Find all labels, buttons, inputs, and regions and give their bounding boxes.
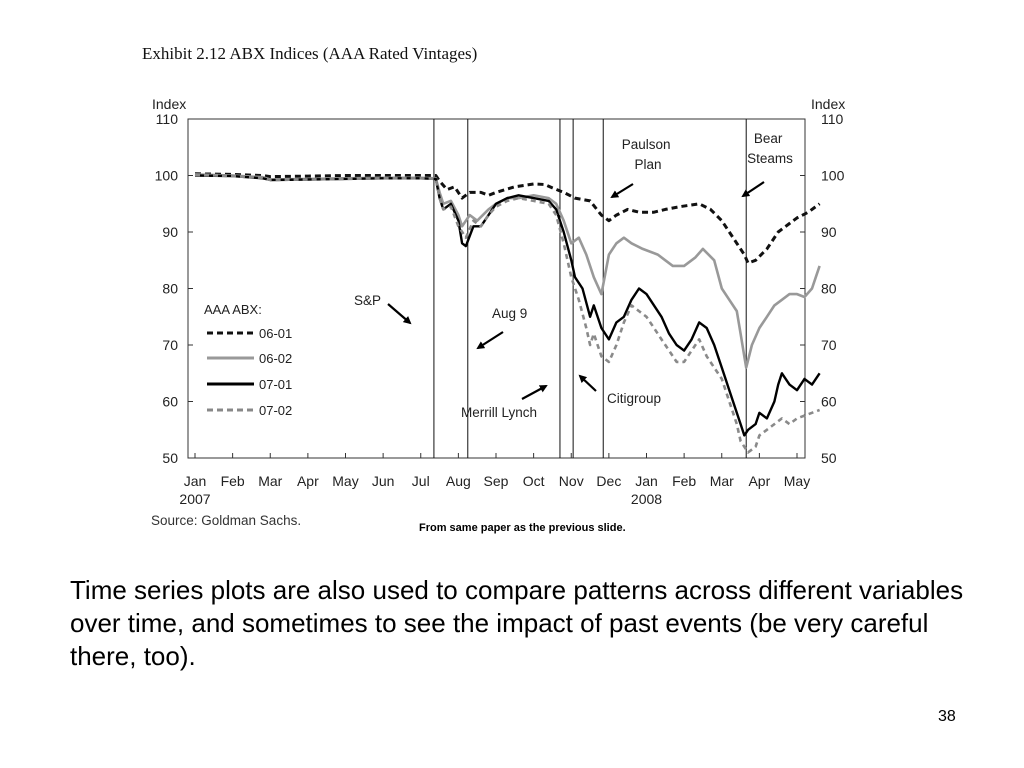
annotation-sp: S&P [354, 293, 381, 308]
right-tick-label: 50 [821, 450, 837, 466]
annotation-paulson-plan: Paulson Plan [622, 137, 675, 172]
x-tick-label: Feb [672, 473, 696, 489]
annotation-aug9: Aug 9 [492, 306, 527, 321]
left-tick-label: 110 [156, 111, 179, 127]
series-line-07-01 [194, 174, 821, 437]
arrow-merrill-lynch [521, 385, 548, 400]
left-tick-label: 80 [162, 281, 178, 297]
legend-title: AAA ABX: [204, 302, 262, 317]
right-tick-label: 70 [821, 337, 837, 353]
right-axis-label: Index [811, 96, 845, 112]
event-lines [433, 119, 747, 458]
x-axis-ticks: Jan 2007 Feb Mar Apr May Jun Jul Aug Sep Oct Nov Dec… [179, 453, 810, 507]
right-tick-label: 60 [821, 394, 837, 410]
annotation-merrill-lynch: Merrill Lynch [461, 405, 537, 420]
legend-label-07-02: 07-02 [259, 403, 292, 418]
x-tick-label: May [332, 473, 358, 489]
right-axis-ticks: 110 100 90 80 70 60 50 [800, 111, 845, 466]
right-tick-label: 100 [821, 168, 845, 184]
x-tick-label: Dec [596, 473, 621, 489]
right-tick-label: 110 [821, 111, 844, 127]
series-line-06-02 [194, 173, 821, 369]
arrow-bear-steams [741, 181, 765, 198]
annotation-bear-steams: Bear Steams [747, 131, 793, 166]
series-line-06-01 [194, 172, 821, 265]
x-tick-label: Sep [484, 473, 509, 489]
x-tick-label: Aug [446, 473, 471, 489]
right-tick-label: 80 [821, 281, 837, 297]
x-tick-label: May [784, 473, 810, 489]
left-tick-label: 90 [162, 224, 178, 240]
chart-source: Source: Goldman Sachs. [151, 513, 301, 528]
arrow-paulson-plan [610, 183, 634, 199]
series-lines [194, 172, 821, 454]
arrow-citigroup [578, 374, 597, 392]
x-tick-label: Mar [258, 473, 282, 489]
legend-label-06-01: 06-01 [259, 326, 292, 341]
right-tick-label: 90 [821, 224, 837, 240]
x-tick-label: Nov [559, 473, 584, 489]
x-tick-label: Apr [748, 473, 770, 489]
x-tick-label: Oct [523, 473, 545, 489]
x-tick-label: Jan [184, 473, 207, 489]
left-tick-label: 60 [162, 394, 178, 410]
slide-caption: From same paper as the previous slide. [419, 522, 626, 534]
legend-label-07-01: 07-01 [259, 377, 292, 392]
legend: AAA ABX: 06-01 06-02 07-01 07-02 [204, 302, 292, 418]
x-tick-label: Jul [412, 473, 430, 489]
x-tick-label: Jun [372, 473, 395, 489]
legend-label-06-02: 06-02 [259, 351, 292, 366]
left-tick-label: 100 [155, 168, 179, 184]
annotation-citigroup: Citigroup [607, 391, 661, 406]
series-line-07-02 [194, 173, 821, 454]
x-tick-label: Apr [297, 473, 319, 489]
arrow-aug9 [476, 331, 504, 350]
x-year-label: 2008 [631, 491, 662, 507]
x-year-label: 2007 [179, 491, 210, 507]
x-tick-label: Feb [221, 473, 245, 489]
x-tick-label: Mar [710, 473, 734, 489]
left-axis-label: Index [152, 96, 186, 112]
chart-title: Exhibit 2.12 ABX Indices (AAA Rated Vint… [142, 44, 477, 63]
left-tick-label: 50 [162, 450, 178, 466]
slide-body-text: Time series plots are also used to compa… [70, 575, 964, 671]
x-tick-label: Jan [635, 473, 658, 489]
arrow-sp [387, 303, 412, 325]
left-tick-label: 70 [162, 337, 178, 353]
page-number: 38 [938, 708, 956, 725]
left-axis-ticks: 110 100 90 80 70 60 50 [155, 111, 193, 466]
